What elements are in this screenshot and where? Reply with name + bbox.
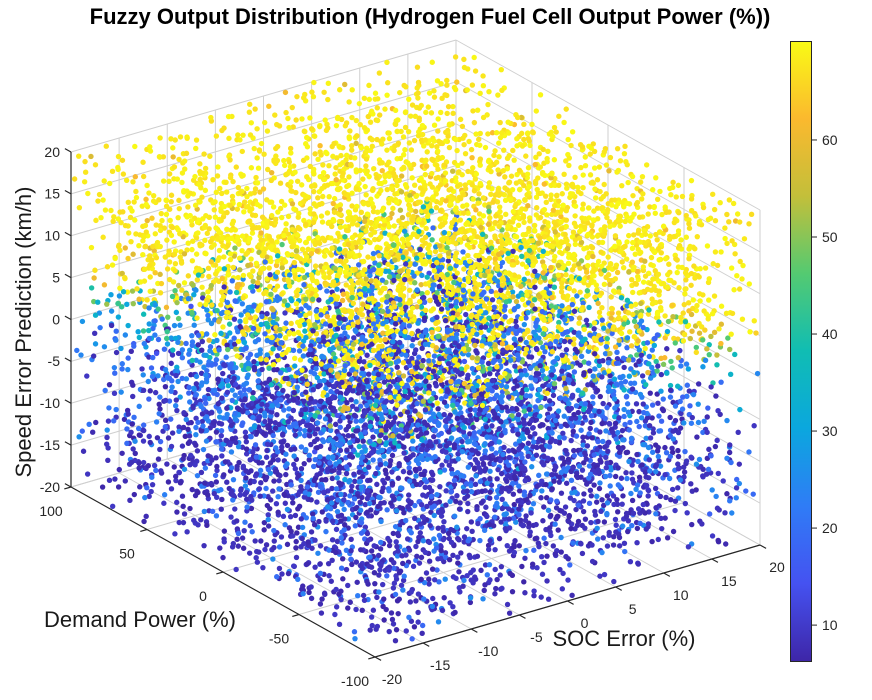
chart-title: Fuzzy Output Distribution (Hydrogen Fuel…: [89, 4, 771, 29]
x-axis-label: SOC Error (%): [552, 626, 696, 651]
y-axis-label: Demand Power (%): [44, 607, 236, 632]
z-axis-label: Speed Error Prediction (km/h): [11, 186, 36, 478]
